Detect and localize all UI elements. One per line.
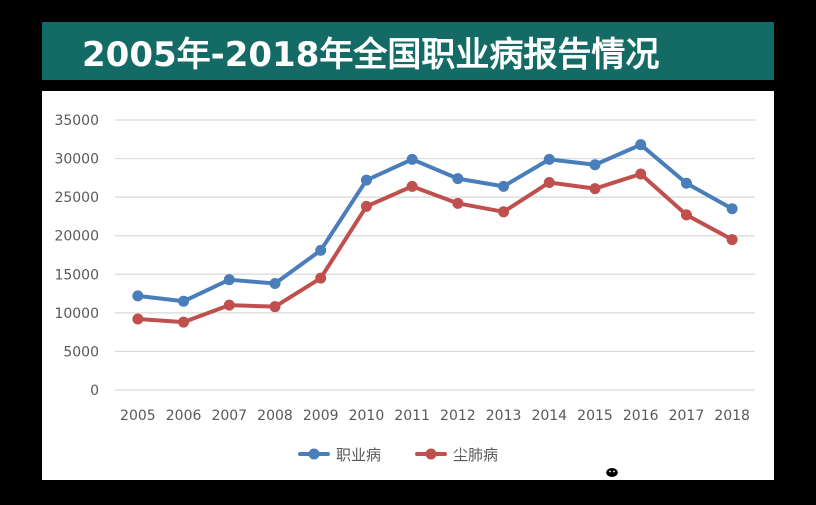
series-line-1 [135, 142, 735, 304]
data-point [360, 200, 372, 212]
data-point [406, 180, 418, 192]
data-point [360, 174, 372, 186]
data-point [726, 234, 738, 246]
x-tick-label: 2006 [166, 408, 202, 424]
wechat-icon [596, 460, 620, 479]
x-tick-label: 2005 [120, 408, 156, 424]
y-tick-label: 30000 [54, 152, 99, 168]
legend-marker [425, 448, 437, 460]
data-point [589, 159, 601, 171]
page-title: 2005年-2018年全国职业病报告情况 [82, 34, 660, 75]
y-tick-label: 0 [90, 383, 99, 399]
x-tick-label: 2010 [349, 408, 385, 424]
data-point [132, 290, 144, 302]
y-tick-label: 10000 [54, 306, 99, 322]
x-tick-label: 2007 [211, 408, 247, 424]
data-point [635, 139, 647, 151]
data-point [498, 180, 510, 192]
y-tick-label: 35000 [54, 113, 99, 129]
data-point [178, 295, 190, 307]
data-point [269, 278, 281, 290]
data-point [178, 316, 190, 328]
data-point [680, 177, 692, 189]
data-point [223, 299, 235, 311]
legend-label: 职业病 [336, 446, 381, 464]
data-point [315, 272, 327, 284]
data-point [452, 197, 464, 209]
x-tick-label: 2008 [257, 408, 293, 424]
chart-panel: 0 5000 10000 15000 20000 25000 30000 35000 2005 2… [42, 91, 774, 480]
x-tick-label: 2012 [440, 408, 476, 424]
x-tick-label: 2013 [486, 408, 522, 424]
y-tick-label: 20000 [54, 229, 99, 245]
x-tick-label: 2018 [714, 408, 750, 424]
legend-marker [308, 448, 320, 460]
data-point [132, 313, 144, 325]
series-line-2 [135, 172, 735, 325]
data-point [269, 301, 281, 313]
data-point [406, 153, 418, 165]
data-point [498, 206, 510, 218]
data-point [680, 209, 692, 221]
x-tick-label: 2014 [531, 408, 567, 424]
data-point [223, 274, 235, 286]
y-tick-label: 15000 [54, 267, 99, 283]
data-point [543, 176, 555, 188]
data-point [543, 153, 555, 165]
line-chart: 0 5000 10000 15000 20000 25000 30000 35000 2005 2… [54, 113, 755, 464]
x-tick-label: 2011 [394, 408, 430, 424]
legend-label: 尘肺病 [453, 446, 498, 464]
title-banner: 2005年-2018年全国职业病报告情况 [42, 22, 774, 80]
y-tick-label: 25000 [54, 190, 99, 206]
x-tick-label: 2015 [577, 408, 613, 424]
x-tick-label: 2017 [669, 408, 705, 424]
y-tick-label: 5000 [63, 344, 99, 360]
data-point [726, 203, 738, 215]
data-point [589, 183, 601, 195]
data-point [315, 244, 327, 256]
watermark-text: SELF格致论道讲坛 [626, 462, 761, 481]
x-tick-label: 2009 [303, 408, 339, 424]
data-point [452, 173, 464, 185]
watermark: SELF格致论道讲坛 [596, 459, 760, 481]
data-point [635, 168, 647, 180]
x-tick-label: 2016 [623, 408, 659, 424]
